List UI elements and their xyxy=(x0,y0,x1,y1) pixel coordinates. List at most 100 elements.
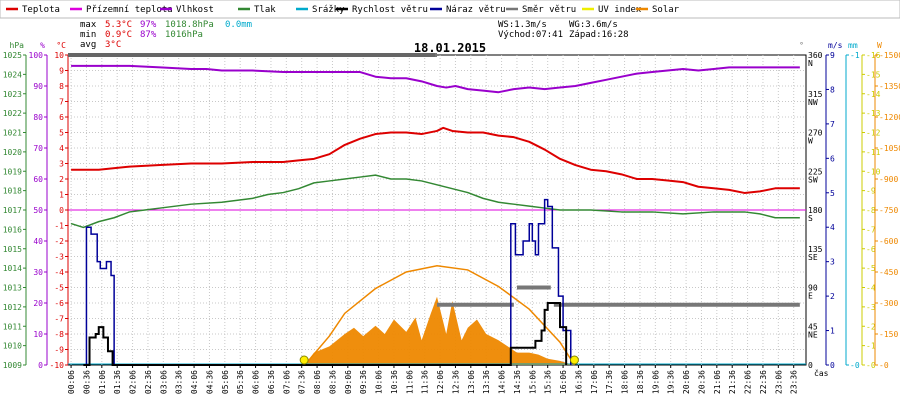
legend-box xyxy=(0,0,900,19)
wind-speed-line xyxy=(83,302,568,366)
wind-axis-tick-label: 8 xyxy=(830,85,835,94)
uv-axis-tick-label: -3 xyxy=(866,303,876,312)
pressure-line xyxy=(70,174,800,229)
pressure-axis-tick-label: 1021 xyxy=(3,129,22,138)
direction-tick-label: 0 xyxy=(808,361,813,370)
uv-axis-tick-label: -5 xyxy=(866,264,876,273)
legend: Teplota Přízemní teplota Vlhkost Tlak Srážky… xyxy=(0,0,900,19)
x-tick-label: 19:06 xyxy=(651,370,660,394)
direction-tick-label: 90 xyxy=(808,284,818,293)
x-tick-label: 06:06 xyxy=(252,370,261,394)
direction-tick-letter: E xyxy=(808,292,813,301)
axes: 00:06 00:36 01:06 01:36 02:06 02:36 03:06 03:36… xyxy=(3,41,900,394)
x-tick-label: 23:06 xyxy=(774,370,783,394)
x-tick-label: 19:36 xyxy=(667,370,676,394)
x-tick-label: 11:06 xyxy=(405,370,414,394)
pressure-axis-tick-label: 1024 xyxy=(3,70,22,79)
direction-tick-letter: W xyxy=(808,137,813,146)
x-tick-label: 18:06 xyxy=(621,370,630,394)
temperature-axis-tick-label: -8 xyxy=(54,330,64,339)
uv-axis-tick-label: -10 xyxy=(866,167,881,176)
stat-pressure: 1018.8hPa xyxy=(165,20,214,30)
x-tick-label: 17:36 xyxy=(605,370,614,394)
legend-label: UV index xyxy=(598,5,642,15)
x-tick-label: 16:36 xyxy=(574,370,583,394)
x-tick-label: 21:06 xyxy=(713,370,722,394)
x-tick-label: 13:06 xyxy=(467,370,476,394)
temperature-axis-tick-label: 8 xyxy=(59,82,64,91)
stat-label: avg xyxy=(80,40,96,50)
info-wg: WG:3.6m/s xyxy=(569,20,618,30)
legend-label: Srážky xyxy=(312,5,345,15)
humidity-axis-tick-label: 70 xyxy=(33,144,43,153)
legend-label: Vlhkost xyxy=(176,5,214,15)
temperature-axis-tick-label: -9 xyxy=(54,346,64,355)
direction-tick-label: 315 xyxy=(808,90,823,99)
wind-axis-tick-label: 6 xyxy=(830,154,835,163)
uv-axis-tick-label: -7 xyxy=(866,225,876,234)
solar-axis-tick-label: -900 xyxy=(879,175,898,184)
pressure-axis-tick-label: 1015 xyxy=(3,245,22,254)
wind-gust-line xyxy=(83,198,572,366)
pressure-axis-tick-label: 1025 xyxy=(3,51,22,60)
direction-tick-letter: NW xyxy=(808,98,818,107)
direction-tick-letter: SW xyxy=(808,175,818,184)
temperature-axis-tick-label: -6 xyxy=(54,299,64,308)
x-tick-label: 04:06 xyxy=(190,370,199,394)
x-tick-label: 12:36 xyxy=(451,370,460,394)
chart-title: 18.01.2015 xyxy=(414,41,486,55)
x-tick-label: 18:36 xyxy=(636,370,645,394)
humidity-axis-tick-label: 80 xyxy=(33,113,43,122)
humidity-axis-tick-label: 90 xyxy=(33,82,43,91)
x-tick-label: 15:06 xyxy=(528,370,537,394)
uv-axis-tick-label: -0 xyxy=(866,361,876,370)
x-tick-label: 14:06 xyxy=(498,370,507,394)
temperature-axis-tick-label: -7 xyxy=(54,315,64,324)
solar-max-line xyxy=(304,265,576,366)
wind-axis-tick-label: 5 xyxy=(830,189,835,198)
wind-axis-tick-label: 7 xyxy=(830,120,835,129)
temperature-axis-tick-label: -2 xyxy=(54,237,64,246)
solar-axis-unit: W xyxy=(877,41,882,50)
stat-humidity: 87% xyxy=(140,30,157,40)
temperature-axis-tick-label: -5 xyxy=(54,284,64,293)
direction-tick-label: 225 xyxy=(808,167,823,176)
stat-pressure: 1016hPa xyxy=(165,30,203,40)
x-tick-label: 13:36 xyxy=(482,370,491,394)
x-tick-label: 07:36 xyxy=(298,370,307,394)
stat-temp: 3°C xyxy=(105,40,121,50)
direction-tick-label: 180 xyxy=(808,206,823,215)
legend-label: Náraz větru xyxy=(446,5,506,15)
x-tick-label: 22:06 xyxy=(744,370,753,394)
humidity-axis-tick-label: 40 xyxy=(33,237,43,246)
x-axis-label: čas xyxy=(814,368,829,378)
solar-axis-tick-label: -1500 xyxy=(879,51,900,60)
temperature-line xyxy=(71,126,800,194)
x-tick-label: 04:36 xyxy=(205,370,214,394)
legend-label: Tlak xyxy=(254,5,276,15)
humidity-axis-tick-label: 60 xyxy=(33,175,43,184)
pressure-axis-tick-label: 1011 xyxy=(3,322,22,331)
uv-axis-tick-label: -8 xyxy=(866,206,876,215)
uv-axis-tick-label: -15 xyxy=(866,70,881,79)
x-tick-label: 14:36 xyxy=(513,370,522,394)
x-tick-label: 10:06 xyxy=(375,370,384,394)
info-sunrise: Východ:07:41 xyxy=(498,30,563,40)
rain-axis-tick-label: -1 xyxy=(850,51,860,60)
uv-axis-tick-label: -11 xyxy=(866,148,881,157)
x-tick-label: 10:36 xyxy=(390,370,399,394)
legend-label: Směr větru xyxy=(522,5,576,15)
series xyxy=(68,53,806,366)
x-tick-label: 22:36 xyxy=(759,370,768,394)
uv-axis-tick-label: -6 xyxy=(866,245,876,254)
pressure-axis-tick-label: 1014 xyxy=(3,264,22,273)
x-tick-label: 09:06 xyxy=(344,370,353,394)
direction-tick-label: 45 xyxy=(808,322,818,331)
stat-label: min xyxy=(80,30,96,40)
direction-tick-letter: N xyxy=(808,59,813,68)
solar-axis-tick-label: -0 xyxy=(879,361,889,370)
humidity-axis-tick-label: 30 xyxy=(33,268,43,277)
pressure-axis-tick-label: 1017 xyxy=(3,206,22,215)
pressure-axis-tick-label: 1009 xyxy=(3,361,22,370)
